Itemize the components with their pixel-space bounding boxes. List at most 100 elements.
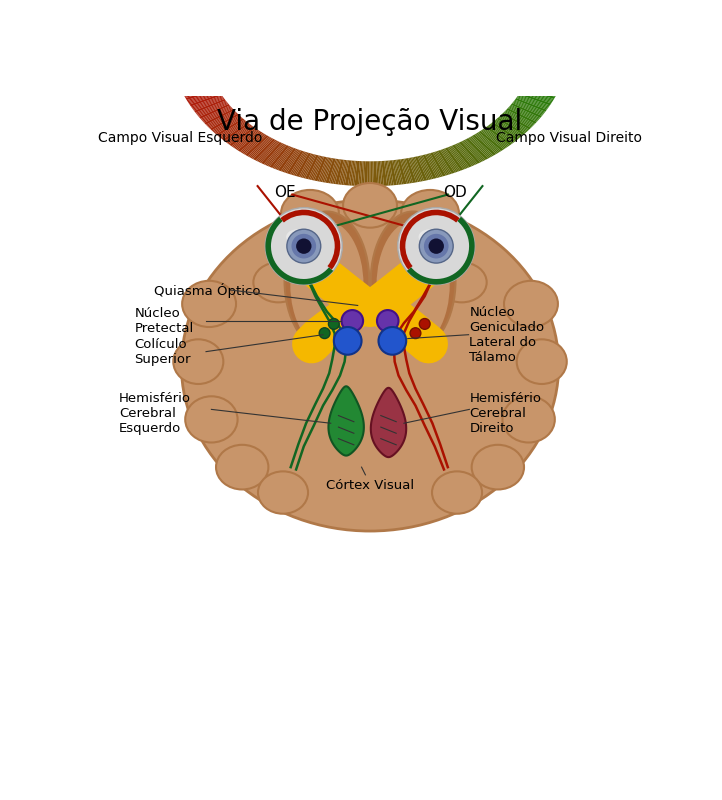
Polygon shape bbox=[335, 159, 344, 185]
Polygon shape bbox=[214, 117, 242, 133]
Polygon shape bbox=[392, 160, 399, 185]
Polygon shape bbox=[275, 147, 292, 170]
Ellipse shape bbox=[216, 445, 269, 490]
Polygon shape bbox=[419, 156, 430, 180]
Polygon shape bbox=[464, 140, 484, 161]
Polygon shape bbox=[445, 147, 464, 170]
Polygon shape bbox=[187, 90, 219, 102]
Circle shape bbox=[424, 234, 448, 258]
Polygon shape bbox=[303, 154, 316, 178]
Polygon shape bbox=[479, 131, 504, 151]
Polygon shape bbox=[521, 90, 554, 100]
Ellipse shape bbox=[419, 230, 442, 245]
Polygon shape bbox=[338, 160, 345, 185]
Ellipse shape bbox=[517, 339, 567, 384]
Polygon shape bbox=[191, 96, 223, 109]
Polygon shape bbox=[193, 98, 225, 110]
Polygon shape bbox=[509, 106, 539, 121]
Polygon shape bbox=[191, 95, 222, 107]
Polygon shape bbox=[470, 137, 492, 157]
Polygon shape bbox=[506, 108, 537, 124]
Polygon shape bbox=[329, 158, 337, 183]
Polygon shape bbox=[213, 116, 241, 132]
Polygon shape bbox=[227, 126, 253, 144]
Ellipse shape bbox=[432, 471, 482, 514]
Polygon shape bbox=[208, 112, 237, 128]
Circle shape bbox=[377, 310, 399, 332]
Polygon shape bbox=[261, 142, 282, 164]
Polygon shape bbox=[482, 129, 508, 148]
Polygon shape bbox=[353, 161, 357, 186]
Polygon shape bbox=[264, 143, 283, 165]
Polygon shape bbox=[370, 162, 373, 186]
Polygon shape bbox=[521, 91, 552, 102]
Polygon shape bbox=[351, 161, 356, 186]
Polygon shape bbox=[409, 158, 419, 182]
Text: Campo Visual Esquerdo: Campo Visual Esquerdo bbox=[98, 130, 263, 145]
Polygon shape bbox=[406, 158, 416, 183]
Polygon shape bbox=[420, 155, 432, 179]
Polygon shape bbox=[408, 158, 418, 182]
Polygon shape bbox=[326, 158, 336, 183]
Polygon shape bbox=[362, 162, 365, 186]
Polygon shape bbox=[461, 141, 482, 162]
Polygon shape bbox=[183, 85, 216, 94]
Polygon shape bbox=[229, 127, 256, 146]
Polygon shape bbox=[444, 148, 461, 171]
Polygon shape bbox=[228, 126, 253, 145]
Polygon shape bbox=[218, 120, 245, 137]
Circle shape bbox=[319, 328, 330, 338]
Polygon shape bbox=[189, 93, 221, 105]
Polygon shape bbox=[197, 102, 227, 116]
Polygon shape bbox=[204, 109, 235, 125]
Text: OE: OE bbox=[274, 185, 295, 200]
Polygon shape bbox=[189, 94, 222, 106]
Polygon shape bbox=[198, 103, 228, 117]
Polygon shape bbox=[436, 151, 452, 174]
Polygon shape bbox=[236, 131, 261, 150]
Polygon shape bbox=[186, 88, 219, 100]
Polygon shape bbox=[310, 156, 321, 180]
Polygon shape bbox=[244, 134, 266, 154]
Polygon shape bbox=[411, 158, 421, 182]
Polygon shape bbox=[295, 153, 308, 176]
Polygon shape bbox=[487, 126, 513, 144]
Polygon shape bbox=[401, 159, 410, 183]
Polygon shape bbox=[513, 102, 544, 115]
Polygon shape bbox=[253, 138, 275, 160]
Polygon shape bbox=[232, 129, 258, 148]
Polygon shape bbox=[490, 124, 516, 142]
Polygon shape bbox=[463, 141, 483, 162]
Polygon shape bbox=[505, 110, 535, 125]
Ellipse shape bbox=[284, 211, 369, 350]
Polygon shape bbox=[210, 114, 239, 130]
Polygon shape bbox=[314, 157, 326, 181]
Polygon shape bbox=[504, 111, 533, 126]
Polygon shape bbox=[188, 91, 219, 102]
Polygon shape bbox=[414, 156, 427, 181]
Polygon shape bbox=[441, 150, 458, 172]
Polygon shape bbox=[266, 144, 286, 166]
Circle shape bbox=[419, 230, 453, 263]
Polygon shape bbox=[212, 115, 240, 131]
Polygon shape bbox=[513, 102, 543, 116]
Ellipse shape bbox=[290, 221, 363, 348]
Polygon shape bbox=[343, 160, 349, 185]
Polygon shape bbox=[348, 161, 353, 186]
Ellipse shape bbox=[258, 471, 308, 514]
Polygon shape bbox=[430, 153, 445, 176]
Polygon shape bbox=[514, 100, 545, 113]
Polygon shape bbox=[427, 154, 441, 178]
Polygon shape bbox=[400, 159, 408, 184]
Polygon shape bbox=[285, 150, 301, 173]
Polygon shape bbox=[496, 119, 523, 136]
Circle shape bbox=[287, 230, 321, 263]
Polygon shape bbox=[318, 157, 328, 182]
Polygon shape bbox=[284, 150, 300, 173]
Polygon shape bbox=[502, 113, 531, 130]
Polygon shape bbox=[299, 154, 313, 178]
Polygon shape bbox=[344, 160, 352, 186]
Polygon shape bbox=[287, 150, 304, 174]
Polygon shape bbox=[215, 118, 243, 134]
Polygon shape bbox=[398, 159, 406, 184]
